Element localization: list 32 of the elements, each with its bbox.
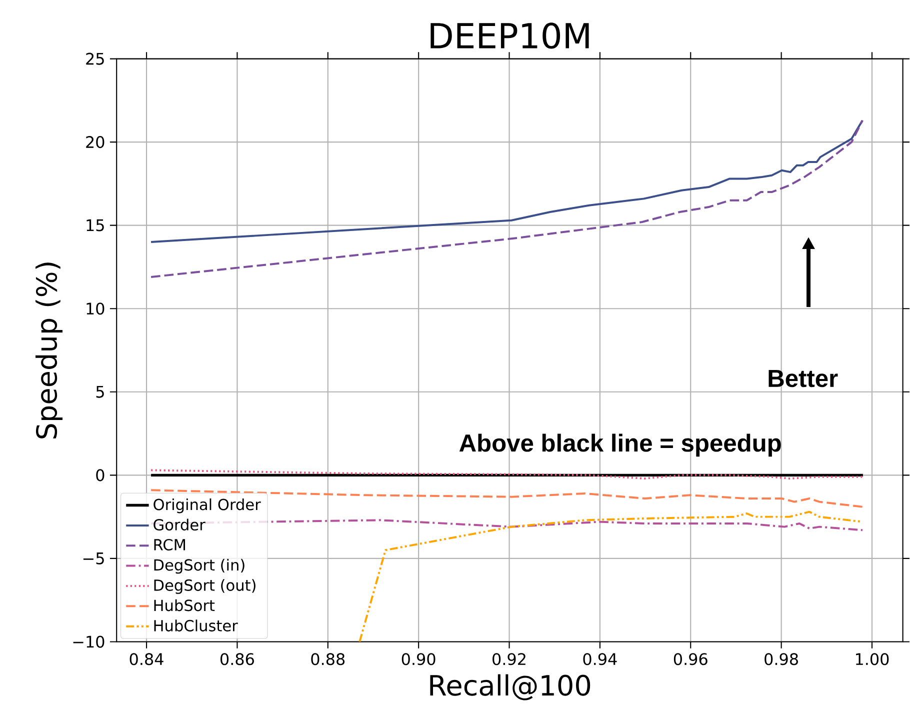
y-tick-label: −5 <box>83 552 104 564</box>
y-tick-label: −10 <box>73 635 104 648</box>
annotation: Better <box>768 370 838 387</box>
annotation: Above black line = speedup <box>459 434 781 456</box>
legend-label: DegSort (out) <box>154 578 256 594</box>
y-tick-label: 20 <box>86 136 104 148</box>
x-tick-label: 0.98 <box>764 652 798 665</box>
x-tick-label: 1.00 <box>856 652 889 665</box>
y-tick-label: 25 <box>86 52 104 65</box>
line-series <box>150 119 864 243</box>
x-tick-label: 0.90 <box>402 652 436 665</box>
legend-label: Gorder <box>154 518 206 530</box>
line-series <box>150 468 864 480</box>
y-tick-label: 0 <box>96 468 104 481</box>
y-tick-label: 5 <box>96 386 104 398</box>
legend-label: HubSort <box>154 599 215 611</box>
legend-label: RCM <box>154 538 186 550</box>
x-tick-label: 0.84 <box>130 652 164 665</box>
legend-label: Original Order <box>154 498 261 513</box>
x-axis-title: Recall@100 <box>430 674 590 700</box>
chart-title: DEEP10M <box>430 22 589 49</box>
y-axis-title: Speedup (%) <box>35 262 62 438</box>
y-tick-label: 10 <box>86 302 104 314</box>
y-tick-label: 15 <box>86 219 104 232</box>
legend-label: HubCluster <box>154 619 238 632</box>
x-tick-label: 0.86 <box>220 652 254 665</box>
x-tick-label: 0.92 <box>492 652 526 665</box>
x-tick-label: 0.88 <box>311 652 345 665</box>
x-tick-label: 0.96 <box>674 652 708 665</box>
line-series <box>150 119 864 278</box>
legend-label: DegSort (in) <box>154 558 244 574</box>
x-tick-label: 0.94 <box>583 652 617 665</box>
